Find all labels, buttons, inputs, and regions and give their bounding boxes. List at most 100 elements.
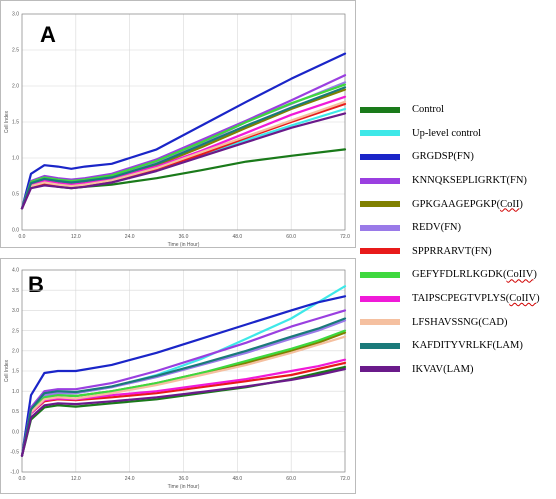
y-tick-label: 0.0: [12, 228, 19, 234]
y-tick-label: 1.0: [12, 156, 19, 162]
x-axis-title: Time (in Hour): [168, 242, 200, 248]
series-line-knnqksepligrkt-fn-: [20, 74, 347, 210]
series-line-gefyfdlrlkgdk-coiiv-: [20, 83, 347, 210]
legend-label-text: TAIPSCPEGTVPLYS(: [412, 293, 510, 305]
legend-item: REDV(FN): [360, 216, 556, 240]
legend-label-text: GPKGAAGEPGKP(: [412, 198, 501, 210]
grid-b: [21, 269, 346, 473]
y-tick-label: 3.0: [12, 12, 19, 18]
legend-item: Control: [360, 98, 556, 122]
legend-label-tail: ): [533, 269, 537, 281]
y-tick-label: 2.5: [12, 48, 19, 54]
legend-label: Up-level control: [412, 128, 481, 139]
y-tick-label: 0.0: [12, 429, 19, 435]
legend-swatch: [360, 271, 400, 278]
legend-item: KAFDITYVRLKF(LAM): [360, 334, 556, 358]
series-line-lfshavssng-cad-: [20, 100, 347, 210]
legend-item: GPKGAAGEPGKP(CoII): [360, 192, 556, 216]
legend-label: GEFYFDLRLKGDK(CoIIV): [412, 269, 537, 280]
y-tick-label: 4.0: [12, 268, 19, 274]
legend-label-text: GRGDSP(FN): [412, 151, 474, 163]
legend-label: REDV(FN): [412, 222, 461, 233]
x-tick-label: 72.0: [340, 476, 350, 482]
y-tick-label: 1.5: [12, 369, 19, 375]
y-axis-title: Cell Index: [4, 110, 10, 133]
x-tick-label: 48.0: [232, 476, 242, 482]
y-tick-label: 2.0: [12, 84, 19, 90]
x-tick-label: 12.0: [71, 476, 81, 482]
legend-label-tail: ): [519, 198, 523, 210]
legend-item: Up-level control: [360, 122, 556, 146]
panel-b-letter: B: [28, 272, 44, 297]
series-line-taipscpegtvplys-coiiv-: [20, 95, 347, 210]
legend-label-wavy: CoIIV: [509, 293, 537, 305]
y-tick-label: 3.0: [12, 308, 19, 314]
x-tick-label: 60.0: [286, 234, 296, 240]
legend-label: SPPRRARVT(FN): [412, 246, 492, 257]
legend-label-text: KAFDITYVRLKF(LAM): [412, 340, 523, 352]
legend-label-text: SPPRRARVT(FN): [412, 245, 492, 257]
panel-a-letter: A: [40, 22, 56, 47]
legend-label-wavy: CoIIV: [506, 269, 534, 281]
legend-label: KNNQKSEPLIGRKT(FN): [412, 175, 527, 186]
x-tick-label: 0.0: [19, 476, 26, 482]
x-tick-label: 36.0: [179, 234, 189, 240]
x-tick-label: 48.0: [232, 234, 242, 240]
chart-panel-b: B 0.0 12.0 24.0 36.0 48.0 60.0 72.0 -1.0 -0.5 0.0…: [0, 258, 356, 494]
legend-swatch: [360, 342, 400, 349]
y-tick-label: 1.0: [12, 389, 19, 395]
legend-label: Control: [412, 104, 444, 115]
legend-label-text: Up-level control: [412, 127, 482, 139]
legend-label-text: KNNQKSEPLIGRKT(FN): [412, 175, 527, 187]
legend-item: IKVAV(LAM): [360, 358, 556, 382]
chart-legend: Control Up-level control GRGDSP(FN) KNNQKSE…: [360, 98, 556, 381]
x-tick-label: 0.0: [19, 234, 26, 240]
chart-b-frame: [0, 258, 356, 494]
legend-swatch: [360, 177, 400, 184]
y-tick-label: 2.5: [12, 328, 19, 334]
x-tick-label: 60.0: [286, 476, 296, 482]
y-tick-label: 0.5: [12, 192, 19, 198]
legend-label: LFSHAVSSNG(CAD): [412, 317, 508, 328]
y-axis-title: Cell Index: [4, 359, 10, 382]
plot-area-border: [21, 13, 346, 231]
legend-label: KAFDITYVRLKF(LAM): [412, 340, 523, 351]
x-tick-label: 36.0: [179, 476, 189, 482]
plot-area-border: [21, 269, 346, 473]
legend-swatch: [360, 106, 400, 113]
legend-item: LFSHAVSSNG(CAD): [360, 310, 556, 334]
legend-swatch: [360, 130, 400, 137]
series-line-knnqksepligrkt-fn-: [20, 309, 347, 457]
chart-b-svg: B 0.0 12.0 24.0 36.0 48.0 60.0 72.0 -1.0 -0.5 0.0…: [0, 258, 356, 494]
series-line-ikvav-lam-: [20, 112, 347, 210]
legend-label: GRGDSP(FN): [412, 151, 474, 162]
legend-swatch: [360, 366, 400, 373]
y-tick-label: -0.5: [10, 450, 19, 456]
legend-swatch: [360, 295, 400, 302]
legend-label-text: Control: [412, 104, 445, 116]
legend-label-text: REDV(FN): [412, 222, 461, 234]
x-axis-title: Time (in Hour): [168, 484, 200, 490]
legend-label: IKVAV(LAM): [412, 364, 473, 375]
legend-label-text: GEFYFDLRLKGDK(: [412, 269, 507, 281]
legend-swatch: [360, 319, 400, 326]
series-line-ikvav-lam-: [20, 367, 347, 457]
legend-item: KNNQKSEPLIGRKT(FN): [360, 169, 556, 193]
legend-label-tail: ): [536, 293, 540, 305]
x-tick-label: 12.0: [71, 234, 81, 240]
legend-swatch: [360, 201, 400, 208]
legend-item: GRGDSP(FN): [360, 145, 556, 169]
series-line-kafdityvrlkf-lam-: [20, 86, 347, 210]
series-line-lfshavssng-cad-: [20, 335, 347, 457]
x-tick-label: 72.0: [340, 234, 350, 240]
legend-swatch: [360, 224, 400, 231]
legend-label-text: LFSHAVSSNG(CAD): [412, 316, 508, 328]
chart-a-svg: A 0.0 12.0 24.0 36.0 48.0 60.0 72.0 0.0 0.5 1.0 1.…: [0, 0, 356, 248]
legend-item: SPPRRARVT(FN): [360, 240, 556, 264]
series-line-kafdityvrlkf-lam-: [20, 317, 347, 457]
chart-panel-a: A 0.0 12.0 24.0 36.0 48.0 60.0 72.0 0.0 0.5 1.0 1.…: [0, 0, 356, 248]
legend-label-text: IKVAV(LAM): [412, 363, 474, 375]
legend-item: GEFYFDLRLKGDK(CoIIV): [360, 263, 556, 287]
legend-label: TAIPSCPEGTVPLYS(CoIIV): [412, 293, 540, 304]
legend-swatch: [360, 248, 400, 255]
